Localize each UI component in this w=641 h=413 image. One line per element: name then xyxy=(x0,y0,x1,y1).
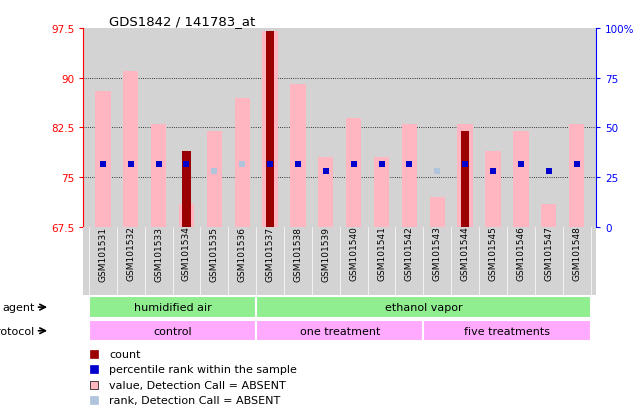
Bar xyxy=(513,131,529,228)
Text: ethanol vapor: ethanol vapor xyxy=(385,302,462,312)
Bar xyxy=(318,158,333,228)
Bar xyxy=(262,32,278,228)
Bar xyxy=(89,297,256,318)
Bar xyxy=(256,297,590,318)
Text: humidified air: humidified air xyxy=(133,302,212,312)
Text: value, Detection Call = ABSENT: value, Detection Call = ABSENT xyxy=(109,380,286,390)
Text: rank, Detection Call = ABSENT: rank, Detection Call = ABSENT xyxy=(109,395,280,406)
Bar xyxy=(95,92,110,228)
Bar xyxy=(569,125,585,228)
Bar xyxy=(235,98,250,228)
Bar xyxy=(461,131,469,228)
Bar xyxy=(151,125,166,228)
Bar xyxy=(266,32,274,228)
Text: count: count xyxy=(109,349,140,359)
Bar xyxy=(346,118,362,228)
Bar xyxy=(89,320,256,342)
Bar xyxy=(485,151,501,228)
Text: control: control xyxy=(153,326,192,336)
Text: GDS1842 / 141783_at: GDS1842 / 141783_at xyxy=(109,15,255,28)
Bar xyxy=(374,158,389,228)
Bar xyxy=(423,320,590,342)
Bar xyxy=(290,85,306,228)
Bar xyxy=(541,204,556,228)
Bar xyxy=(458,125,473,228)
Bar xyxy=(206,131,222,228)
Text: five treatments: five treatments xyxy=(464,326,550,336)
Text: protocol: protocol xyxy=(0,326,35,336)
Bar xyxy=(182,151,190,228)
Bar xyxy=(123,72,138,228)
Bar xyxy=(429,197,445,228)
Text: one treatment: one treatment xyxy=(299,326,380,336)
Bar xyxy=(402,125,417,228)
Text: agent: agent xyxy=(2,302,35,312)
Bar xyxy=(179,204,194,228)
Bar xyxy=(256,320,423,342)
Text: percentile rank within the sample: percentile rank within the sample xyxy=(109,364,297,374)
